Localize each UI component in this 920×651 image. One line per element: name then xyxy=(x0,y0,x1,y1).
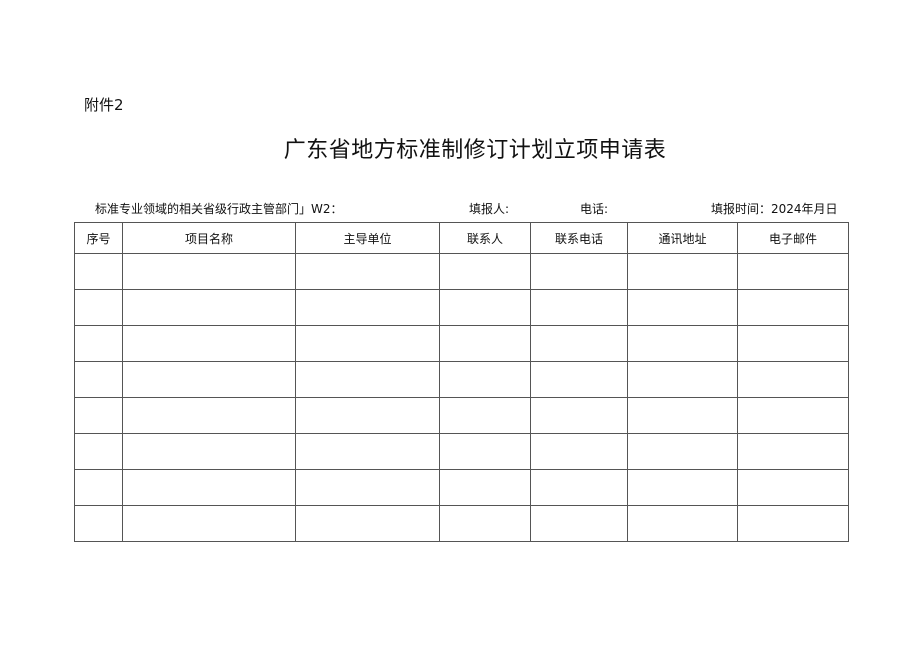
table-cell[interactable] xyxy=(74,469,123,506)
header-cell: 联系人 xyxy=(439,222,531,254)
table-cell[interactable] xyxy=(122,433,296,470)
table-cell[interactable] xyxy=(74,253,123,290)
table-row xyxy=(74,433,849,470)
application-table: 序号 项目名称 主导单位 联系人 联系电话 通讯地址 电子邮件 xyxy=(74,222,849,542)
header-cell: 联系电话 xyxy=(530,222,628,254)
table-cell[interactable] xyxy=(295,253,440,290)
page-title: 广东省地方标准制修订计划立项申请表 xyxy=(283,138,667,163)
table-cell[interactable] xyxy=(627,397,738,434)
table-cell[interactable] xyxy=(627,325,738,362)
header-cell: 项目名称 xyxy=(122,222,296,254)
header-cell: 通讯地址 xyxy=(627,222,738,254)
table-cell[interactable] xyxy=(122,397,296,434)
table-row xyxy=(74,361,849,398)
table-cell[interactable] xyxy=(295,469,440,506)
table-cell[interactable] xyxy=(530,469,628,506)
table-cell[interactable] xyxy=(627,469,738,506)
annex-label: 附件2 xyxy=(84,96,124,114)
table-cell[interactable] xyxy=(530,505,628,542)
table-cell[interactable] xyxy=(439,469,531,506)
table-row xyxy=(74,505,849,542)
table-cell[interactable] xyxy=(737,253,849,290)
table-cell[interactable] xyxy=(737,469,849,506)
table-cell[interactable] xyxy=(439,361,531,398)
table-row xyxy=(74,325,849,362)
table-row xyxy=(74,289,849,326)
table-cell[interactable] xyxy=(295,397,440,434)
table-header-row: 序号 项目名称 主导单位 联系人 联系电话 通讯地址 电子邮件 xyxy=(74,222,849,254)
table-cell[interactable] xyxy=(627,253,738,290)
table-cell[interactable] xyxy=(627,505,738,542)
table-cell[interactable] xyxy=(295,361,440,398)
header-cell: 电子邮件 xyxy=(737,222,849,254)
table-cell[interactable] xyxy=(530,433,628,470)
table-cell[interactable] xyxy=(74,289,123,326)
table-cell[interactable] xyxy=(74,361,123,398)
table-cell[interactable] xyxy=(737,325,849,362)
table-cell[interactable] xyxy=(627,361,738,398)
table-row xyxy=(74,397,849,434)
table-cell[interactable] xyxy=(74,505,123,542)
table-row xyxy=(74,469,849,506)
table-cell[interactable] xyxy=(737,505,849,542)
table-cell[interactable] xyxy=(439,505,531,542)
table-cell[interactable] xyxy=(122,325,296,362)
table-cell[interactable] xyxy=(530,289,628,326)
table-cell[interactable] xyxy=(439,289,531,326)
table-cell[interactable] xyxy=(439,433,531,470)
table-cell[interactable] xyxy=(439,397,531,434)
table-cell[interactable] xyxy=(627,289,738,326)
table-cell[interactable] xyxy=(530,325,628,362)
filler-label: 填报人: xyxy=(469,202,510,216)
table-cell[interactable] xyxy=(439,253,531,290)
table-cell[interactable] xyxy=(737,433,849,470)
table-cell[interactable] xyxy=(295,325,440,362)
phone-label: 电话: xyxy=(580,202,609,216)
table-cell[interactable] xyxy=(122,469,296,506)
table-cell[interactable] xyxy=(122,253,296,290)
header-cell: 序号 xyxy=(74,222,123,254)
table-cell[interactable] xyxy=(627,433,738,470)
table-cell[interactable] xyxy=(122,361,296,398)
date-label: 填报时间：2024年月日 xyxy=(711,202,838,216)
table-cell[interactable] xyxy=(295,505,440,542)
table-cell[interactable] xyxy=(439,325,531,362)
table-cell[interactable] xyxy=(74,325,123,362)
table-cell[interactable] xyxy=(74,397,123,434)
table-row xyxy=(74,253,849,290)
header-cell: 主导单位 xyxy=(295,222,440,254)
table-cell[interactable] xyxy=(737,361,849,398)
table-cell[interactable] xyxy=(737,397,849,434)
table-cell[interactable] xyxy=(530,361,628,398)
table-cell[interactable] xyxy=(295,289,440,326)
department-label: 标准专业领域的相关省级行政主管部门」W2： xyxy=(95,202,343,216)
table-cell[interactable] xyxy=(122,505,296,542)
table-cell[interactable] xyxy=(74,433,123,470)
table-cell[interactable] xyxy=(295,433,440,470)
table-cell[interactable] xyxy=(737,289,849,326)
table-cell[interactable] xyxy=(122,289,296,326)
table-cell[interactable] xyxy=(530,397,628,434)
table-cell[interactable] xyxy=(530,253,628,290)
